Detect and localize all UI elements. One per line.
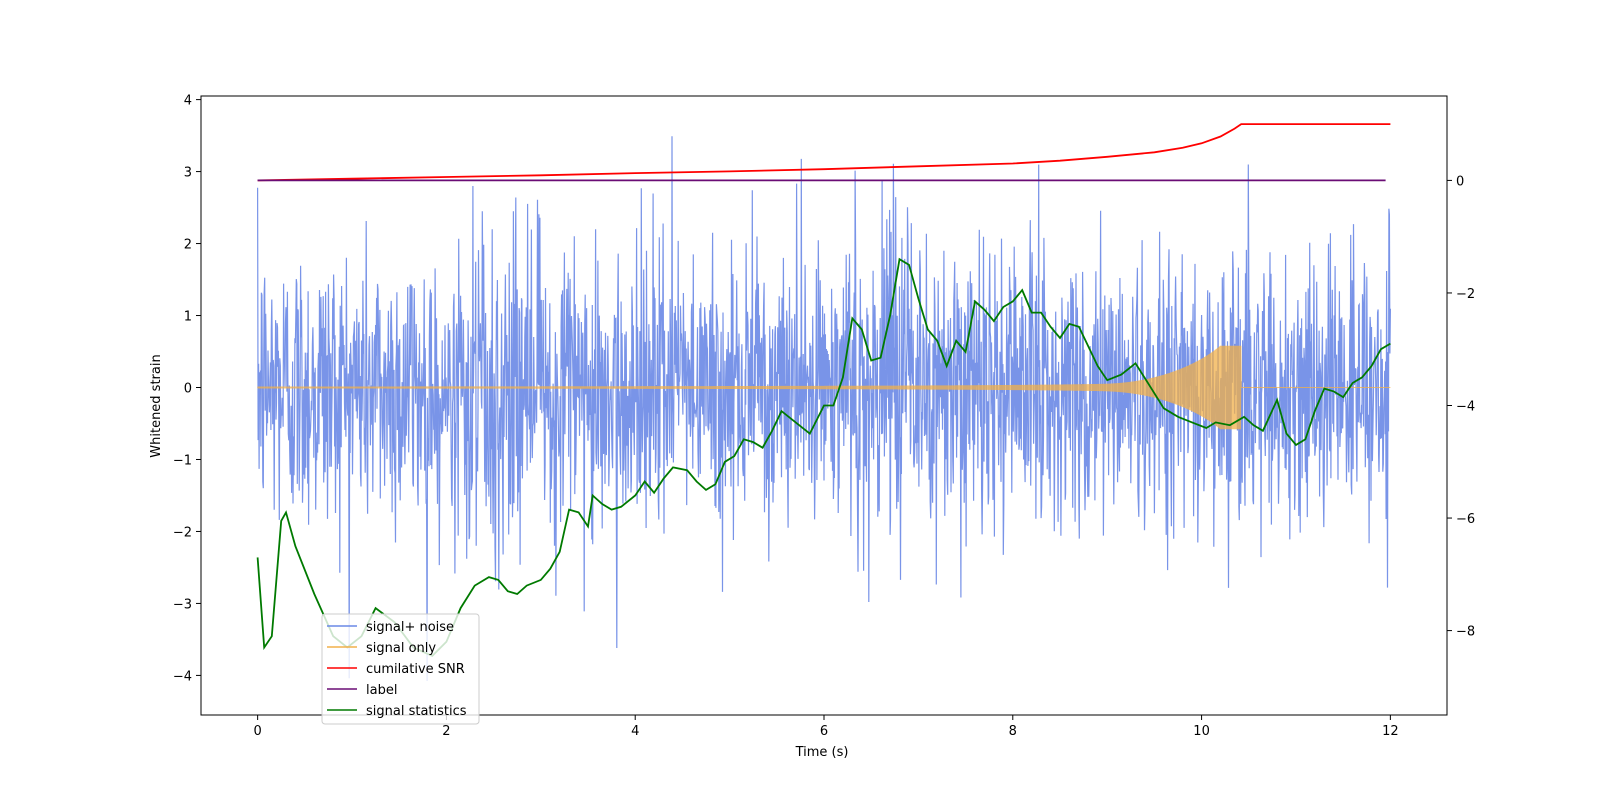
y-tick-label: 1 bbox=[184, 310, 192, 325]
legend-label-signal-only: signal only bbox=[366, 641, 436, 656]
legend-item-cumulative-snr: cumilative SNR bbox=[327, 662, 465, 677]
legend-label-signal-statistics: signal statistics bbox=[366, 704, 467, 719]
plot-area bbox=[256, 123, 1391, 682]
x-tick-label: 6 bbox=[820, 724, 828, 739]
legend-label-label: label bbox=[366, 683, 397, 698]
y2-tick-label: −4 bbox=[1456, 400, 1475, 415]
x-tick-label: 12 bbox=[1382, 724, 1399, 739]
y-tick-label: −4 bbox=[173, 669, 192, 684]
legend-label-signal-noise: signal+ noise bbox=[366, 620, 454, 635]
legend: signal+ noise signal only cumilative SNR… bbox=[321, 613, 480, 725]
series-signal-statistics-line bbox=[256, 257, 1391, 657]
legend-box bbox=[321, 613, 480, 725]
x-tick-label: 10 bbox=[1193, 724, 1210, 739]
series-cumulative-snr-line bbox=[257, 123, 1391, 182]
legend-label-cumulative-snr: cumilative SNR bbox=[366, 662, 465, 677]
legend-item-label: label bbox=[327, 683, 397, 698]
y-tick-label: 2 bbox=[184, 238, 192, 253]
x-tick-label: 8 bbox=[1009, 724, 1017, 739]
legend-item-signal-statistics: signal statistics bbox=[327, 704, 467, 719]
x-tick-label: 2 bbox=[442, 724, 450, 739]
legend-item-signal-only: signal only bbox=[327, 641, 436, 656]
y-tick-label: −3 bbox=[173, 597, 192, 612]
y-tick-label: 3 bbox=[184, 166, 192, 181]
y2-tick-label: −8 bbox=[1456, 625, 1475, 640]
x-tick-label: 0 bbox=[253, 724, 261, 739]
y-axis-title: Whitened strain bbox=[149, 354, 164, 457]
y2-tick-label: 0 bbox=[1456, 174, 1464, 189]
series-signal-only-line bbox=[257, 345, 1391, 430]
x-tick-label: 4 bbox=[631, 724, 639, 739]
y-tick-label: −2 bbox=[173, 525, 192, 540]
series-signal-noise-line bbox=[257, 136, 1391, 682]
y-tick-label: 0 bbox=[184, 382, 192, 397]
x-axis-title: Time (s) bbox=[795, 745, 849, 760]
y-tick-label: −1 bbox=[173, 453, 192, 468]
y2-tick-label: −2 bbox=[1456, 287, 1475, 302]
legend-item-signal-noise: signal+ noise bbox=[327, 620, 454, 635]
y2-tick-label: −6 bbox=[1456, 512, 1475, 527]
y-tick-label: 4 bbox=[184, 94, 192, 109]
